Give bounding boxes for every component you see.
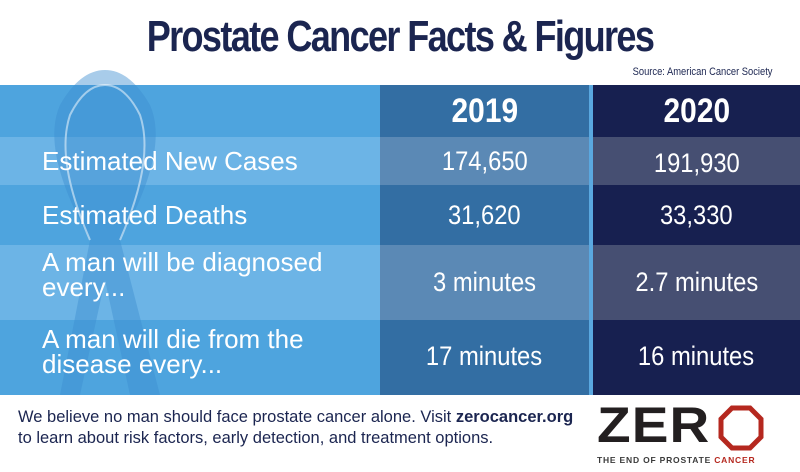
- value: 191,930: [653, 147, 740, 178]
- col-2020-bg: [593, 85, 800, 395]
- row-value-2020: 16 minutes: [593, 320, 800, 393]
- logo-tagline: THE END OF PROSTATE CANCER: [597, 455, 755, 465]
- footer-line2: to learn about risk factors, early detec…: [18, 429, 494, 447]
- header-2019: 2019: [380, 85, 589, 137]
- row-label: Estimated Deaths: [42, 199, 248, 230]
- row-stripe: [0, 137, 380, 185]
- row-value-2020: 191,930: [593, 137, 800, 189]
- awareness-ribbon-icon: [54, 70, 160, 395]
- zero-logo: ZER THE END OF PROSTATE CANCER: [597, 397, 777, 466]
- label-column-bg: [0, 85, 380, 395]
- zerocancer-link[interactable]: zerocancer.org: [455, 408, 574, 426]
- column-divider: [589, 85, 593, 395]
- value: 3 minutes: [432, 267, 537, 297]
- value: 174,650: [441, 145, 528, 176]
- row-label: A man will be diagnosed every...: [42, 247, 323, 302]
- row-value-2019: 174,650: [380, 137, 589, 185]
- value: 2.7 minutes: [635, 267, 758, 297]
- row-label: A man will die from the disease every...: [42, 324, 304, 379]
- row-stripe: [380, 245, 589, 320]
- value: 17 minutes: [426, 341, 543, 371]
- value: 31,620: [448, 199, 521, 230]
- header-2020: 2020: [593, 85, 800, 137]
- row-stripe: [593, 245, 800, 320]
- row-value-2019: 31,620: [380, 189, 589, 241]
- footer-line1: We believe no man should face prostate c…: [18, 408, 452, 426]
- header-2019-label: 2019: [451, 91, 518, 130]
- value: 16 minutes: [638, 341, 755, 371]
- tagline-part: THE END OF PROSTATE: [597, 455, 712, 465]
- row-stripe: [593, 137, 800, 185]
- value: 33,330: [660, 199, 733, 230]
- row-value-2019: 3 minutes: [380, 245, 589, 320]
- row-label: Estimated New Cases: [42, 145, 298, 176]
- footer-text: We believe no man should face prostate c…: [18, 407, 598, 449]
- row-value-2019: 17 minutes: [380, 320, 589, 393]
- row-value-2020: 2.7 minutes: [593, 245, 800, 320]
- col-2019-bg: [380, 85, 589, 395]
- row-value-2020: 33,330: [593, 189, 800, 241]
- header-2020-label: 2020: [663, 91, 730, 130]
- row-stripe: [380, 137, 589, 185]
- tagline-part: CANCER: [714, 455, 756, 465]
- page-title: Prostate Cancer Facts & Figures: [146, 12, 655, 61]
- source-note: Source: American Cancer Society: [632, 66, 772, 78]
- logo-word: ZER: [597, 397, 711, 453]
- octagon-o-icon: [718, 405, 764, 451]
- row-stripe: [0, 245, 380, 320]
